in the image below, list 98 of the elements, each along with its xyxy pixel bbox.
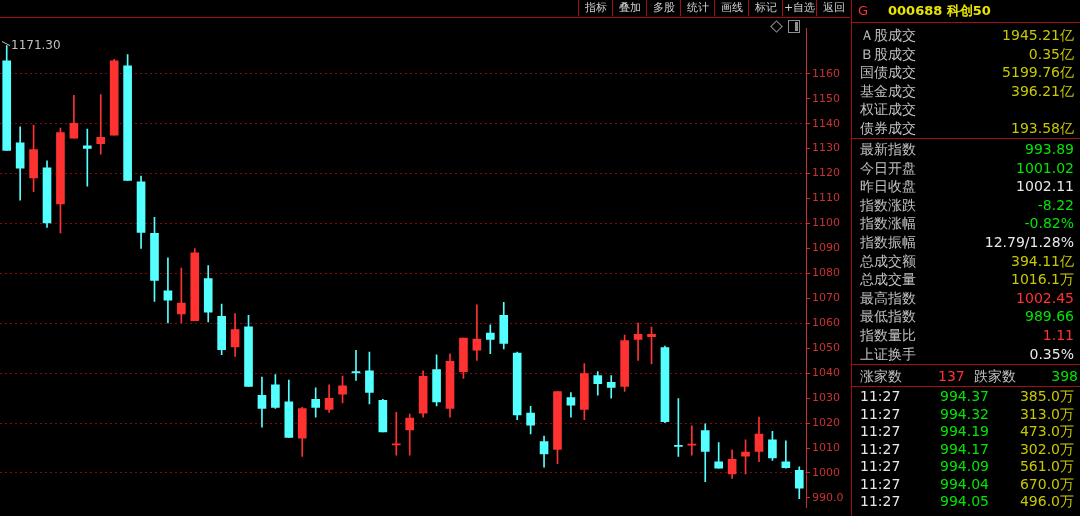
y-tick-label: 1070 [812,291,840,305]
text: -0.82% [1024,214,1074,233]
y-tick-label: 1100 [812,216,840,230]
text: Ａ股成交 [860,26,916,44]
text: Ｂ股成交 [860,44,916,63]
y-tick-label: 1030 [812,390,840,404]
text: 昨日收盘 [860,177,916,196]
text: 债券成交 [860,119,916,137]
candlestick [687,425,697,456]
text: 多股 [646,0,680,16]
text: 11:27 [860,404,901,423]
y-tick-label: 1060 [812,316,840,330]
text: 0.35% [1029,344,1074,363]
text: 总成交额 [860,251,916,270]
y-tick-label: 1010 [812,440,840,454]
y-tick-label: 1020 [812,415,840,429]
candlestick [82,128,92,187]
text: 561.0万 [1019,457,1074,475]
candlestick [96,94,106,155]
y-tick-label: 1160 [812,66,840,80]
text: 994.04 [940,474,989,493]
candlestick [633,322,643,361]
text: 670.0万 [1019,474,1074,493]
text: 994.19 [940,422,989,440]
text: 000688 科创50 [888,2,991,20]
y-tick-label: 1120 [812,166,840,180]
y-tick-label: 1000 [812,465,840,479]
text: 994.09 [940,457,989,475]
text: 193.58亿 [1011,119,1074,137]
text: 返回 [816,0,850,16]
text: 最新指数 [860,140,916,158]
text: 394.11亿 [1011,251,1074,270]
text: 473.0万 [1019,422,1074,440]
text: 最低指数 [860,307,916,326]
text: 总成交量 [860,270,916,289]
annotation: 1171.30 [11,37,61,52]
text: 989.66 [1025,307,1074,326]
y-tick-label: 1110 [812,191,840,205]
y-tick-label: 1150 [812,91,840,105]
text: 今日开盘 [860,158,916,177]
text: G [858,2,869,20]
text: 137 [938,367,965,385]
y-tick-label: 1080 [812,266,840,280]
text: 994.17 [940,439,989,458]
text: 涨家数 [860,367,902,385]
text: 1.11 [1042,326,1074,344]
text: 标记 [748,0,782,16]
text: 994.05 [940,492,989,510]
text: 权证成交 [860,100,916,119]
candlestick [781,440,791,469]
text: -8.22 [1037,195,1074,214]
text: 画线 [714,0,748,16]
text: 12.79/1.28% [984,233,1074,251]
text: 0.35亿 [1028,44,1074,63]
text: 11:27 [860,474,901,493]
y-tick-label: 1090 [812,241,840,255]
text: 11:27 [860,439,901,458]
text: 指标 [578,0,612,16]
text: 1001.02 [1016,158,1074,177]
text: 最高指数 [860,288,916,307]
y-tick-label: 1130 [812,141,840,155]
y-tick-label: 1050 [812,341,840,355]
text: 指数振幅 [860,233,916,251]
text: 5199.76亿 [1002,63,1074,82]
text: 指数涨幅 [860,214,916,233]
y-tick-label: 1140 [812,116,840,130]
text: 统计 [680,0,714,16]
text: 11:27 [860,387,901,405]
text: 1016.1万 [1011,270,1074,289]
y-tick-label: 990.0 [812,490,844,504]
text: 994.37 [940,387,989,405]
text: 11:27 [860,457,901,475]
text: 1002.11 [1016,177,1074,196]
text: 指数涨跌 [860,195,916,214]
text: 指数量比 [860,326,916,344]
text: 叠加 [612,0,646,16]
text: 302.0万 [1019,439,1074,458]
text: 385.0万 [1019,387,1074,405]
text: 11:27 [860,422,901,440]
text: 396.21亿 [1011,81,1074,100]
candlestick [391,412,401,456]
y-tick-label: 1040 [812,366,840,380]
text: 398 [1051,367,1078,385]
text: 1002.45 [1016,288,1074,307]
candlestick [485,324,495,355]
candlestick [472,304,482,361]
candlestick [351,349,361,381]
text: 跌家数 [974,367,1016,385]
text: 国债成交 [860,63,916,82]
text: 1945.21亿 [1002,26,1074,44]
text: 994.32 [940,404,989,423]
text: 上证换手 [860,344,916,363]
text: +自选 [782,0,816,16]
text: 313.0万 [1019,404,1074,423]
text: 11:27 [860,492,901,510]
text: 基金成交 [860,81,916,100]
text: 993.89 [1025,140,1074,158]
text: 496.0万 [1019,492,1074,510]
